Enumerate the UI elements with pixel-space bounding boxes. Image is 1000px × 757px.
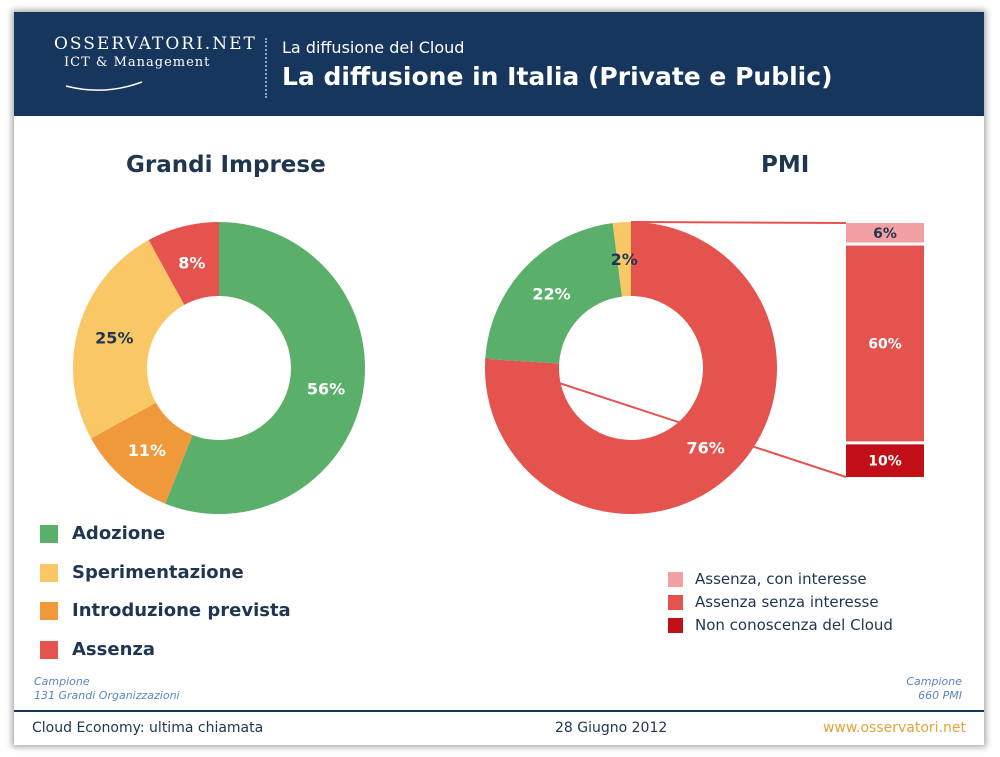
charts-canvas: 56% 11% 25% 8% 76% 22% 2% 6% 60% 10%: [73, 221, 924, 514]
legend-swatch-non-conoscenza: [668, 617, 683, 633]
legend-item-adozione: Adozione: [40, 523, 165, 544]
pmi-connector-bottom: [484, 357, 847, 478]
grandi-label-adozione: 56%: [307, 379, 345, 398]
sample-left-line1: Campione: [34, 675, 90, 688]
logo: OSSERVATORI.NET ICT & Management: [54, 34, 257, 91]
pmi-bar-assenza-senza-interesse: [846, 245, 924, 442]
footer-url[interactable]: www.osservatori.net: [822, 720, 966, 736]
slide: OSSERVATORI.NET ICT & Management La diff…: [14, 12, 984, 745]
footer-divider: [14, 710, 984, 712]
pmi-slice-adozione: [485, 223, 622, 364]
logo-subtitle: ICT & Management: [64, 55, 211, 70]
grandi-slice-introduzione-prevista: [91, 402, 193, 504]
legend-item-assenza-con-interesse: Assenza, con interesse: [668, 570, 867, 588]
legend-item-assenza: Assenza: [40, 639, 155, 660]
pmi-label-adozione: 22%: [532, 284, 570, 303]
pmi-bar-label-assenza-con-interesse: 6%: [873, 226, 897, 242]
grandi-label-introduzione-prevista: 11%: [128, 441, 166, 460]
sample-right-line2: 660 PMI: [918, 689, 962, 702]
legend-swatch-sperimentazione: [40, 563, 58, 582]
sample-note-right: Campione 660 PMI: [906, 675, 962, 703]
legend-label-assenza-con-interesse: Assenza, con interesse: [695, 570, 867, 588]
header-bar: OSSERVATORI.NET ICT & Management La diff…: [14, 12, 984, 116]
pmi-bar-assenza-con-interesse: [846, 223, 924, 243]
legend-item-non-conoscenza: Non conoscenza del Cloud: [668, 616, 893, 634]
footer-left: Cloud Economy: ultima chiamata: [32, 720, 264, 736]
grandi-label-sperimentazione: 25%: [95, 329, 133, 348]
legend-swatch-assenza-senza-interesse: [668, 594, 683, 610]
grandi-slice-sperimentazione: [73, 240, 185, 439]
logo-swoosh-icon: [65, 81, 143, 91]
pmi-bar-non-conoscenza-del-cloud: [846, 444, 924, 477]
header-separator: [265, 38, 267, 98]
grandi-label-assenza: 8%: [178, 253, 205, 272]
footer-date: 28 Giugno 2012: [555, 720, 668, 736]
legend-swatch-assenza: [40, 640, 58, 659]
legend-item-sperimentazione: Sperimentazione: [40, 562, 244, 583]
legend-item-introduzione-prevista: Introduzione prevista: [40, 600, 291, 621]
sample-note-left: Campione 131 Grandi Organizzazioni: [34, 675, 180, 703]
pmi-connector-top: [630, 221, 847, 224]
legend-label-adozione: Adozione: [72, 523, 166, 544]
slide-title: La diffusione in Italia (Private e Publi…: [282, 62, 833, 91]
pmi-label-assenza: 76%: [686, 438, 724, 457]
pmi-bar-label-assenza-senza-interesse: 60%: [868, 336, 902, 352]
chart-title-pmi: PMI: [761, 152, 810, 178]
legend-item-assenza-senza-interesse: Assenza senza interesse: [668, 593, 879, 611]
legend-label-introduzione-prevista: Introduzione prevista: [72, 600, 291, 621]
legend-swatch-introduzione-prevista: [40, 601, 58, 620]
legend-swatch-assenza-con-interesse: [668, 571, 683, 587]
legend-label-assenza-senza-interesse: Assenza senza interesse: [695, 593, 879, 611]
legend-label-non-conoscenza: Non conoscenza del Cloud: [695, 616, 893, 634]
sample-left-line2: 131 Grandi Organizzazioni: [34, 689, 180, 702]
logo-name: OSSERVATORI.NET: [54, 34, 257, 54]
pmi-label-sperimentazione: 2%: [611, 250, 638, 269]
sample-right-line1: Campione: [906, 675, 962, 688]
grandi-slice-adozione: [165, 222, 365, 514]
pmi-bar-label-non-conoscenza-del-cloud: 10%: [868, 454, 902, 470]
legend-label-assenza: Assenza: [72, 639, 156, 660]
pmi-slice-assenza: [484, 222, 777, 514]
legend-swatch-adozione: [40, 524, 58, 543]
pmi-slice-sperimentazione: [612, 222, 631, 297]
slide-subtitle: La diffusione del Cloud: [282, 38, 465, 57]
grandi-slice-assenza: [148, 222, 219, 305]
chart-title-grandi-imprese: Grandi Imprese: [126, 152, 326, 178]
legend-label-sperimentazione: Sperimentazione: [72, 562, 244, 583]
